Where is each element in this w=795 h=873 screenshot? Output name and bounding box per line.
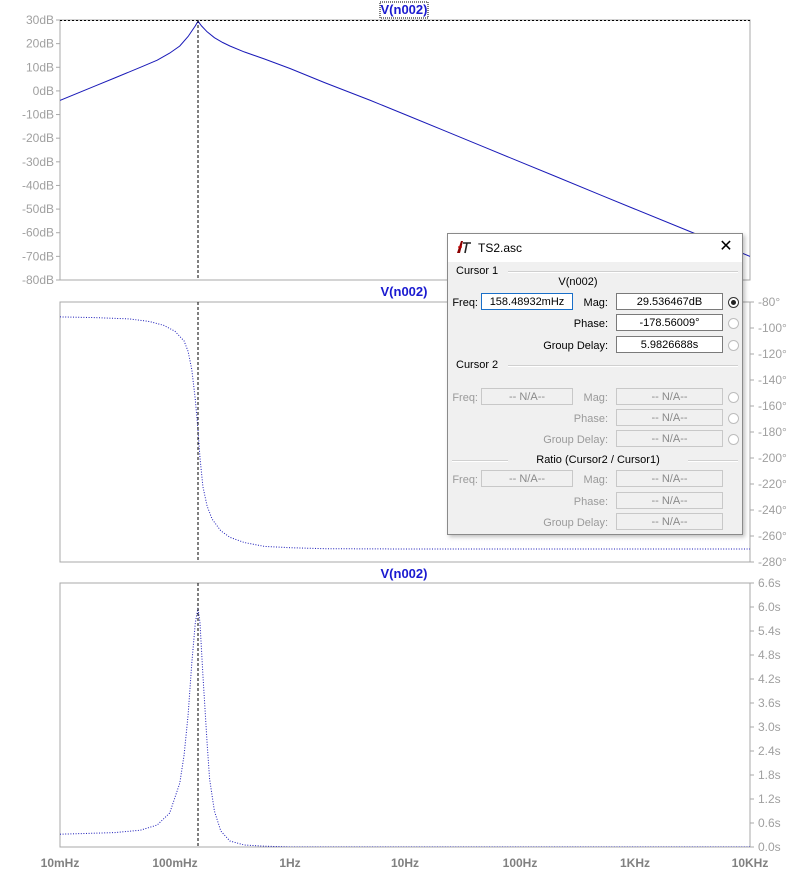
x-tick-label: 1Hz (279, 856, 300, 870)
cursor2-mag-label: Mag: (583, 392, 608, 404)
group-delay-plot-frame (59, 582, 751, 848)
ratio-group-delay-label: Group Delay: (543, 517, 608, 529)
phase-y-tick-label: -240° (758, 503, 787, 517)
phase-y-tick-label: -280° (758, 555, 787, 569)
group-delay-y-tick-label: 3.6s (758, 696, 781, 710)
group-delay-trace-line (60, 607, 750, 847)
phase-y-tick-label: -160° (758, 399, 787, 413)
cursor1-group-label: Cursor 1 (456, 265, 499, 277)
group-delay-y-tick-label: 6.0s (758, 600, 781, 614)
x-tick-label: 10KHz (732, 856, 769, 870)
phase-y-tick-label: -260° (758, 529, 787, 543)
cursor1-phase-value: -178.56009° (616, 314, 723, 331)
phase-y-tick-label: -100° (758, 321, 787, 335)
magnitude-y-tick-label: 30dB (26, 13, 54, 27)
ratio-group-label: Ratio (Cursor2 / Cursor1) (508, 454, 688, 466)
cursor1-freq-label: Freq: (452, 297, 478, 309)
magnitude-y-tick-label: -20dB (22, 131, 54, 145)
phase-trace-line (60, 316, 750, 550)
group-delay-y-tick-label: 0.6s (758, 816, 781, 830)
phase-y-tick-label: -220° (758, 477, 787, 491)
close-icon[interactable]: ✕ (719, 238, 733, 255)
group-delay-y-tick-label: 1.8s (758, 768, 781, 782)
magnitude-y-tick-label: 0dB (33, 84, 54, 98)
cursor2-separator (508, 365, 738, 367)
ratio-mag-label: Mag: (583, 474, 608, 486)
ratio-phase-value: -- N/A-- (616, 492, 723, 509)
group-delay-y-tick-label: 3.0s (758, 720, 781, 734)
magnitude-y-tick-label: -70dB (22, 249, 54, 263)
cursor1-phase-label: Phase: (573, 318, 608, 330)
cursor2-group-delay-value: -- N/A-- (616, 430, 723, 447)
x-tick-label: 1KHz (620, 856, 650, 870)
phase-y-tick-label: -140° (758, 373, 787, 387)
cursor2-mag-radio (728, 392, 739, 403)
ratio-group-delay-value: -- N/A-- (616, 513, 723, 530)
cursor1-phase-radio[interactable] (728, 318, 739, 329)
group-delay-y-tick-label: 5.4s (758, 624, 781, 638)
x-tick-label: 100mHz (152, 856, 197, 870)
cursor1-mag-radio[interactable] (728, 297, 739, 308)
ratio-phase-label: Phase: (573, 496, 608, 508)
magnitude-y-tick-label: -80dB (22, 273, 54, 287)
cursor2-group-label: Cursor 2 (456, 359, 499, 371)
cursor1-trace-name: V(n002) (558, 276, 598, 288)
group-delay-y-tick-label: 4.2s (758, 672, 781, 686)
cursor2-group-delay-radio (728, 434, 739, 445)
cursor1-freq-input[interactable]: 158.48932mHz (481, 293, 573, 310)
cursor1-mag-value: 29.536467dB (616, 293, 723, 310)
magnitude-trace-title: V(n002) (381, 2, 428, 17)
magnitude-title-focus-box (379, 1, 429, 19)
magnitude-y-tick-label: -40dB (22, 178, 54, 192)
magnitude-y-tick-label: -10dB (22, 108, 54, 122)
x-tick-label: 10mHz (41, 856, 80, 870)
magnitude-y-tick-label: -60dB (22, 226, 54, 240)
phase-y-tick-label: -80° (758, 295, 780, 309)
group-delay-y-tick-label: 6.6s (758, 576, 781, 590)
cursor2-phase-radio (728, 413, 739, 424)
cursor-dialog[interactable]: TS2.asc ✕ Cursor 1 V(n002) Freq: 158.489… (447, 233, 743, 535)
group-delay-y-tick-label: 2.4s (758, 744, 781, 758)
group-delay-y-tick-label: 4.8s (758, 648, 781, 662)
phase-y-tick-label: -180° (758, 425, 787, 439)
magnitude-trace-line (60, 20, 750, 257)
phase-y-tick-label: -200° (758, 451, 787, 465)
cursor1-mag-label: Mag: (583, 297, 608, 309)
ratio-freq-input: -- N/A-- (481, 470, 573, 487)
cursor2-phase-label: Phase: (573, 413, 608, 425)
phase-trace-title: V(n002) (381, 284, 428, 299)
x-tick-label: 100Hz (503, 856, 538, 870)
cursor1-group-delay-value: 5.9826688s (616, 336, 723, 353)
cursor2-freq-input: -- N/A-- (481, 388, 573, 405)
magnitude-y-tick-label: -50dB (22, 202, 54, 216)
cursor2-mag-value: -- N/A-- (616, 388, 723, 405)
ratio-mag-value: -- N/A-- (616, 470, 723, 487)
magnitude-y-tick-label: 10dB (26, 60, 54, 74)
x-tick-label: 10Hz (391, 856, 419, 870)
phase-y-tick-label: -120° (758, 347, 787, 361)
magnitude-y-tick-label: 20dB (26, 37, 54, 51)
magnitude-y-tick-label: -30dB (22, 155, 54, 169)
cursor1-group-delay-radio[interactable] (728, 340, 739, 351)
dialog-title: TS2.asc (478, 241, 523, 255)
cursor1-separator (508, 271, 738, 273)
group-delay-y-tick-label: 0.0s (758, 840, 781, 854)
cursor2-group-delay-label: Group Delay: (543, 434, 608, 446)
ratio-freq-label: Freq: (452, 474, 478, 486)
cursor2-freq-label: Freq: (452, 392, 478, 404)
group-delay-y-tick-label: 1.2s (758, 792, 781, 806)
ltspice-icon (457, 241, 471, 254)
dialog-titlebar[interactable]: TS2.asc ✕ (448, 234, 742, 262)
cursor1-group-delay-label: Group Delay: (543, 340, 608, 352)
cursor2-phase-value: -- N/A-- (616, 409, 723, 426)
group-delay-trace-title: V(n002) (381, 566, 428, 581)
